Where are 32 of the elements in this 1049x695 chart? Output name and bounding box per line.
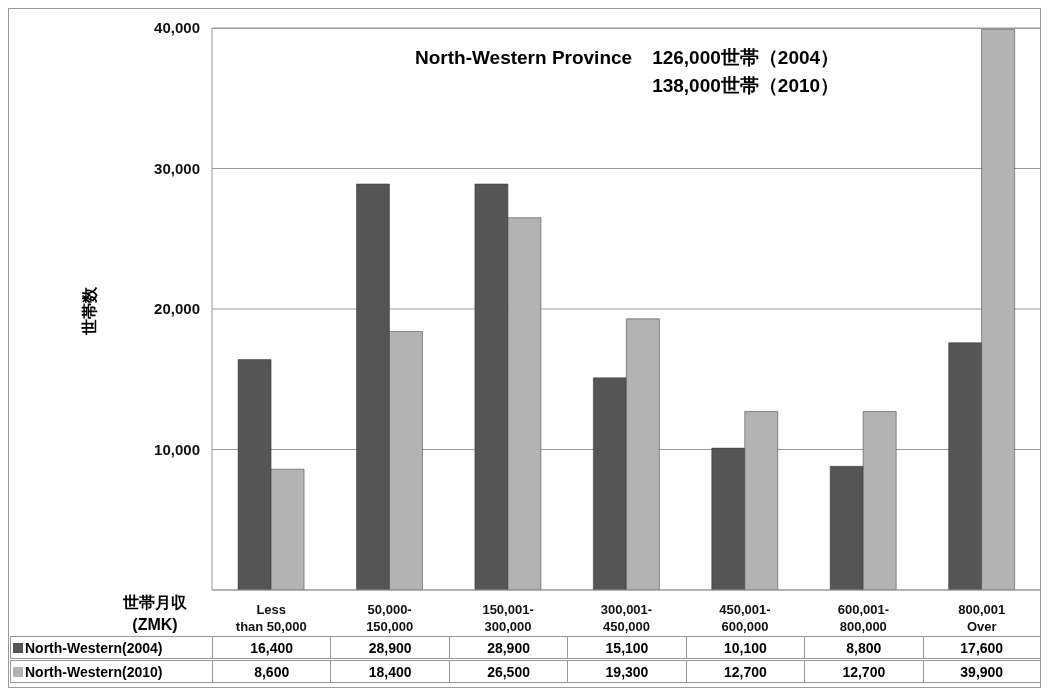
y-tick-label: 20,000	[154, 300, 200, 318]
data-label: 15,100	[567, 636, 686, 659]
data-label: 16,400	[212, 636, 331, 659]
data-label: 17,600	[922, 636, 1041, 659]
y-axis-title: 世帯数	[79, 285, 99, 337]
legend-label: North-Western(2010)	[25, 663, 163, 680]
data-label: 10,100	[685, 636, 805, 659]
x-tick-label: 300,001-450,000	[600, 602, 653, 634]
annotation: 138,000世帯（2010）	[652, 74, 840, 98]
data-label: 8,800	[804, 636, 923, 659]
text: North-Western Province	[415, 46, 633, 70]
data-label: 28,900	[330, 636, 449, 659]
x-tick-label: 450,001-600,000	[719, 602, 771, 634]
data-label: 18,400	[330, 660, 449, 683]
data-label: 12,700	[804, 660, 923, 683]
legend-label: North-Western(2004)	[25, 639, 163, 656]
x-tick-label: Less than 50,000	[235, 602, 307, 634]
x-tick-label: 600,001-800,000	[837, 602, 890, 634]
data-label: 28,900	[448, 636, 568, 659]
y-tick-label: 40,000	[154, 19, 200, 37]
y-tick-label: 30,000	[154, 159, 200, 177]
annotation: 126,000世帯（2004）	[652, 46, 840, 70]
x-tick-label: 50,000-150,000	[366, 602, 414, 634]
x-tick-label: 150,001-300,000	[482, 602, 534, 634]
data-label: 8,600	[212, 660, 331, 683]
data-label: 39,900	[922, 660, 1041, 683]
data-label: 19,300	[567, 660, 686, 683]
x-axis-title: 世帯月収 (ZMK)	[122, 593, 188, 635]
x-tick-label: 800,001 Over	[958, 602, 1006, 634]
y-tick-label: 10,000	[154, 440, 200, 458]
data-label: 12,700	[685, 660, 805, 683]
data-label: 26,500	[448, 660, 568, 683]
